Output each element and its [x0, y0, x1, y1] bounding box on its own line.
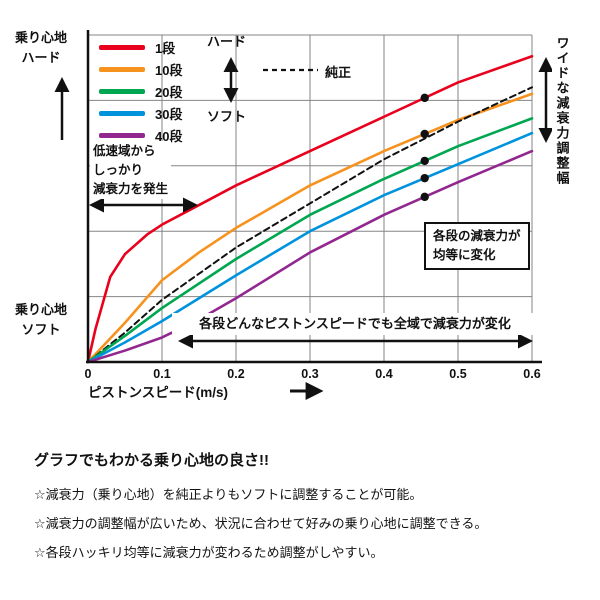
series-curve-40段 [86, 149, 534, 364]
legend-item: 1段 [99, 36, 182, 58]
chart-area: 乗り心地 ハード 乗り心地 ソフト 1段 10段 20段 30段 40段 ハード ソフト… [8, 28, 572, 400]
legend-hard-label: ハード [207, 34, 247, 49]
series-curve-純正 [87, 86, 533, 363]
description-block: グラフでもわかる乗り心地の良さ!! ☆減衰力（乗り心地）を純正よりもソフトに調整… [34, 449, 582, 571]
x-tick-label: 0.5 [449, 367, 467, 381]
y-axis-label-hard-line2: ハード [21, 50, 61, 66]
legend-item: 10段 [99, 58, 182, 80]
legend-label: 10段 [155, 62, 183, 78]
marker-dot [420, 93, 429, 103]
legend-item: 30段 [99, 102, 182, 124]
series-curve-30段 [86, 131, 534, 364]
legend-label: 1段 [155, 40, 176, 56]
legend-swatch [99, 88, 145, 94]
low-speed-annotation: 低速域から しっかり 減衰力を発生 [90, 141, 172, 200]
marker-dot [420, 173, 429, 183]
y-axis-label-soft-line2: ソフト [21, 322, 61, 338]
description-bullet: ☆減衰力の調整幅が広いため、状況に合わせて好みの乗り心地に調整できる。 [34, 516, 488, 531]
legend-swatch [99, 132, 145, 138]
legend-soft-label: ソフト [207, 109, 247, 124]
legend: 1段 10段 20段 30段 40段 [99, 36, 182, 146]
x-tick-label: 0.2 [227, 367, 245, 381]
y-axis-label-soft-line1: 乗り心地 [14, 302, 67, 317]
series-curve-10段 [86, 92, 534, 364]
legend-swatch [99, 110, 145, 116]
x-tick-label: 0.3 [301, 367, 319, 381]
marker-dot [420, 129, 429, 139]
low-speed-annotation-line2: しっかり [93, 162, 144, 177]
x-tick-label: 0.1 [153, 367, 171, 381]
equal-change-annotation-line2: 均等に変化 [433, 247, 496, 262]
marker-dot [420, 156, 429, 166]
legend-swatch [99, 66, 145, 72]
series-curve-20段 [86, 117, 534, 364]
low-speed-annotation-line1: 低速域から [93, 144, 156, 158]
x-tick-label: 0 [84, 367, 92, 381]
description-bullets: ☆減衰力（乗り心地）を純正よりもソフトに調整することが可能。 ☆減衰力の調整幅が広… [34, 484, 582, 561]
legend-label: 40段 [155, 128, 183, 144]
marker-dot [420, 192, 429, 202]
low-speed-annotation-line3: 減衰力を発生 [93, 181, 169, 196]
description-bullet: ☆減衰力（乗り心地）を純正よりもソフトに調整することが可能。 [34, 487, 423, 502]
description-bullet: ☆各段ハッキリ均等に減衰力が変わるため調整がしやすい。 [34, 545, 384, 560]
series-curve-1段 [86, 54, 534, 364]
x-tick-label: 0.6 [523, 367, 541, 381]
y-axis-label-soft: 乗り心地 ソフト [8, 300, 74, 340]
legend-label: 20段 [155, 84, 183, 100]
equal-change-annotation: 各段の減衰力が 均等に変化 [424, 222, 530, 270]
marker-dots [420, 93, 429, 202]
chart-plot [54, 30, 554, 400]
legend-item: 40段 [99, 124, 182, 146]
x-tick-label: 0.4 [375, 367, 393, 381]
legend-label: 30段 [155, 106, 183, 122]
legend-swatch [99, 44, 145, 50]
data-curves [86, 54, 534, 364]
legend-stock-label: 純正 [325, 65, 352, 80]
wide-adjustment-annotation: ワイドな減衰力調整幅 [552, 36, 572, 196]
y-axis-label-hard: 乗り心地 ハード [8, 28, 74, 68]
legend-item: 20段 [99, 80, 182, 102]
y-axis-label-hard-line1: 乗り心地 [14, 30, 67, 45]
equal-change-annotation-line1: 各段の減衰力が [433, 229, 521, 243]
full-range-annotation: 各段どんなピストンスピードでも全域で減衰力が変化 [172, 313, 538, 335]
description-title: グラフでもわかる乗り心地の良さ!! [34, 452, 269, 469]
x-axis-label: ピストンスピード(m/s) [88, 385, 228, 400]
